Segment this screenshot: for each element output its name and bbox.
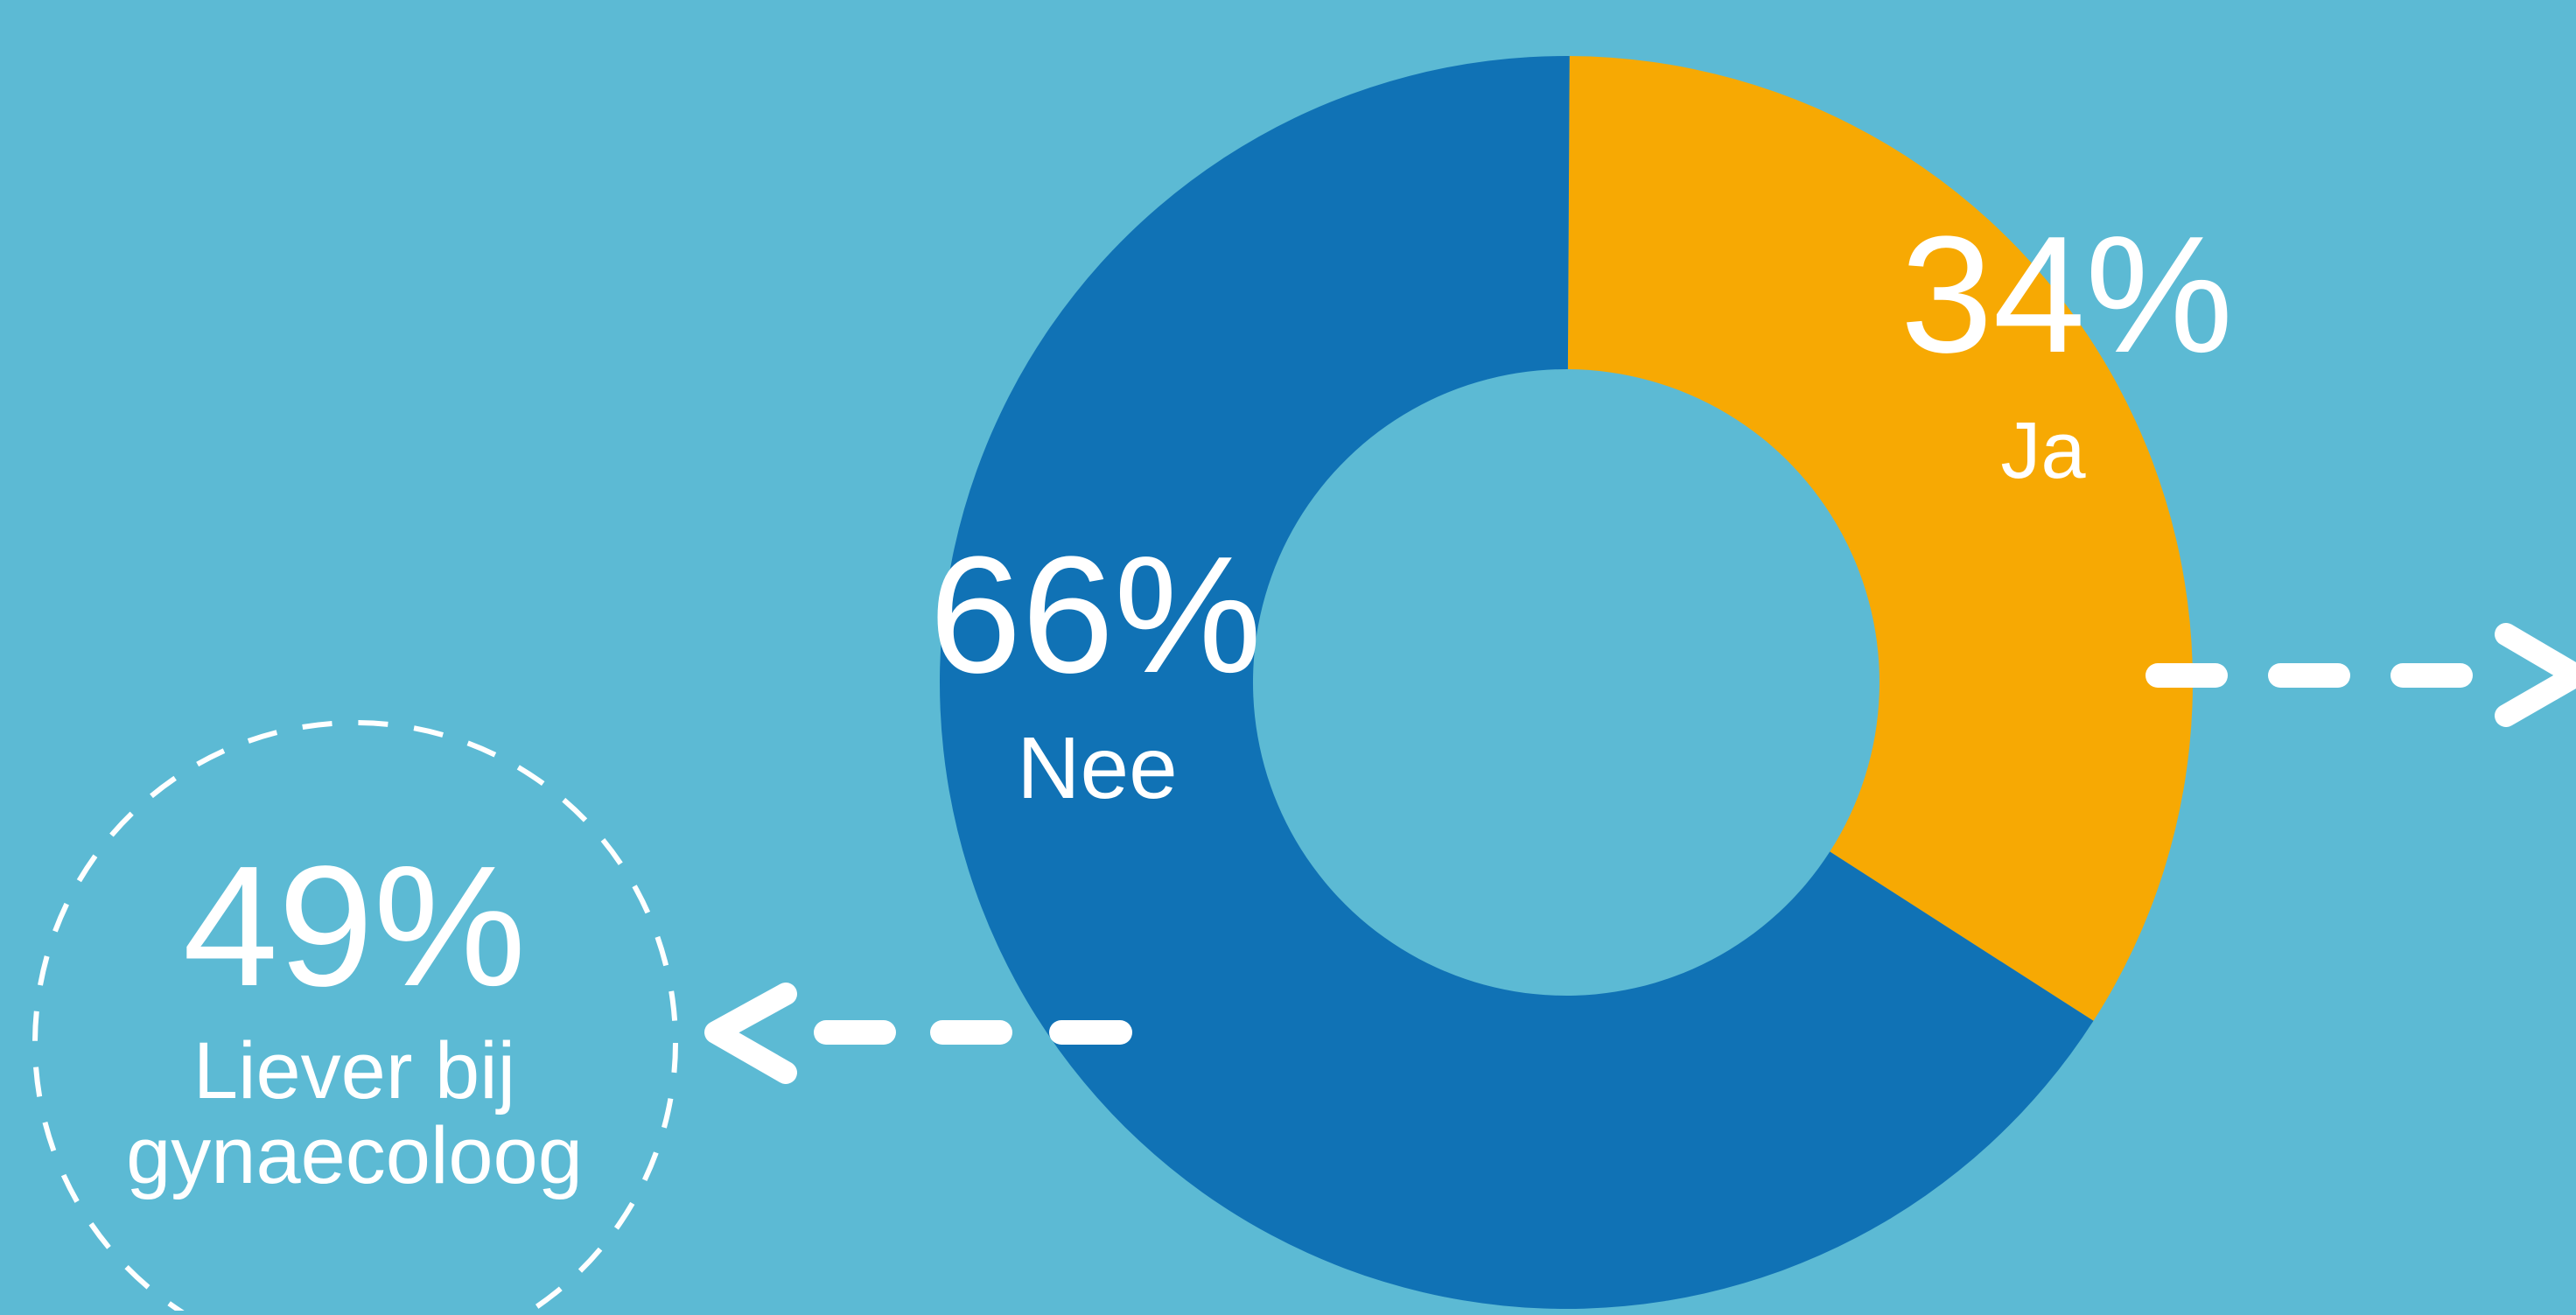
ja-value-label: 34%: [1900, 202, 2233, 388]
donut-segments: [939, 55, 2193, 1309]
callout-value: 49%: [183, 830, 526, 1022]
callout-line-2: gynaecoloog: [126, 1111, 583, 1200]
nee-value-label: 66%: [929, 522, 1262, 708]
dashed-circle-icon: [32, 720, 678, 1315]
donut-segment-nee: [939, 55, 2094, 1309]
dashed-arrow-left-icon: [704, 983, 1132, 1084]
ja-name-label: Ja: [2000, 406, 2086, 495]
nee-name-label: Nee: [1017, 719, 1177, 817]
dashed-arrow-right-icon: [2146, 623, 2576, 727]
donut-segment-ja: [1567, 56, 2193, 1021]
callout-line-1: Liever bij: [193, 1026, 515, 1116]
